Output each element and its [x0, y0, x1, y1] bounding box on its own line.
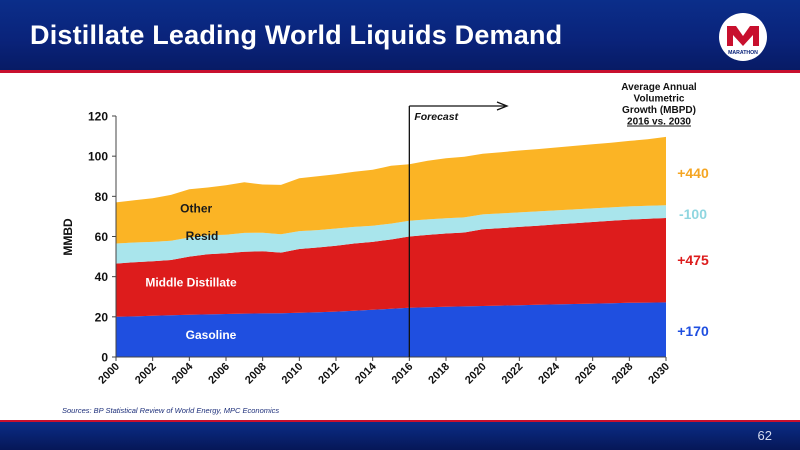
growth-header-line: Volumetric	[634, 94, 685, 105]
series-area-other	[116, 136, 666, 244]
y-axis-title: MMBD	[61, 218, 75, 256]
x-tick-label: 2026	[573, 361, 599, 387]
x-tick-label: 2010	[280, 361, 306, 387]
growth-header-line: Average Annual	[621, 82, 697, 93]
series-label-middle_distillate: Middle Distillate	[145, 276, 237, 290]
series-layer: Gasoline Middle Distillate Resid Other	[116, 136, 666, 357]
title-bar: Distillate Leading World Liquids Demand …	[0, 0, 800, 73]
x-tick-label: 2002	[133, 361, 159, 387]
series-label-resid: Resid	[186, 229, 219, 243]
y-tick-label: 40	[95, 270, 109, 284]
y-tick-label: 100	[88, 150, 108, 164]
x-tick-label: 2030	[646, 361, 672, 387]
y-tick-label: 60	[95, 230, 109, 244]
x-tick-label: 2018	[426, 361, 452, 387]
series-label-gasoline: Gasoline	[186, 328, 237, 342]
forecast-arrow-head	[496, 101, 509, 111]
growth-value-other: +440	[677, 165, 709, 181]
x-tick-label: 2008	[243, 361, 269, 387]
x-tick-label: 2000	[96, 361, 122, 387]
y-tick-label: 0	[101, 351, 108, 365]
y-tick-label: 20	[95, 310, 109, 324]
forecast-label: Forecast	[414, 111, 458, 123]
source-note: Sources: BP Statistical Review of World …	[62, 406, 280, 415]
growth-value-gasoline: +170	[677, 323, 709, 339]
growth-header-line: Growth (MBPD)	[622, 105, 696, 116]
title-bar-accent-line	[0, 70, 800, 73]
x-tick-label: 2024	[536, 360, 562, 386]
x-tick-label: 2014	[353, 360, 379, 386]
growth-value-middle_distillate: +475	[677, 252, 709, 268]
footer-bar: 62	[0, 420, 800, 450]
marathon-logo: MARATHON	[719, 13, 767, 61]
svg-text:MARATHON: MARATHON	[728, 50, 758, 56]
growth-value-resid: -100	[679, 206, 707, 222]
page-number: 62	[757, 428, 772, 443]
y-tick-label: 120	[88, 110, 108, 124]
x-tick-label: 2016	[390, 361, 416, 387]
x-tick-label: 2022	[500, 361, 526, 387]
series-label-other: Other	[180, 201, 212, 215]
x-tick-label: 2004	[170, 360, 196, 386]
series-area-gasoline	[116, 302, 666, 357]
growth-header-line: 2016 vs. 2030	[627, 117, 691, 128]
x-tick-label: 2012	[316, 361, 342, 387]
x-tick-label: 2006	[206, 361, 232, 387]
series-area-middle_distillate	[116, 218, 666, 317]
x-tick-label: 2028	[610, 361, 636, 387]
slide-title: Distillate Leading World Liquids Demand	[30, 20, 563, 50]
series-area-resid	[116, 205, 666, 264]
chart-area: Gasoline Middle Distillate Resid Other 0 20 4…	[61, 82, 709, 387]
footer-accent-line	[0, 420, 800, 422]
x-tick-label: 2020	[463, 361, 489, 387]
y-tick-label: 80	[95, 190, 109, 204]
